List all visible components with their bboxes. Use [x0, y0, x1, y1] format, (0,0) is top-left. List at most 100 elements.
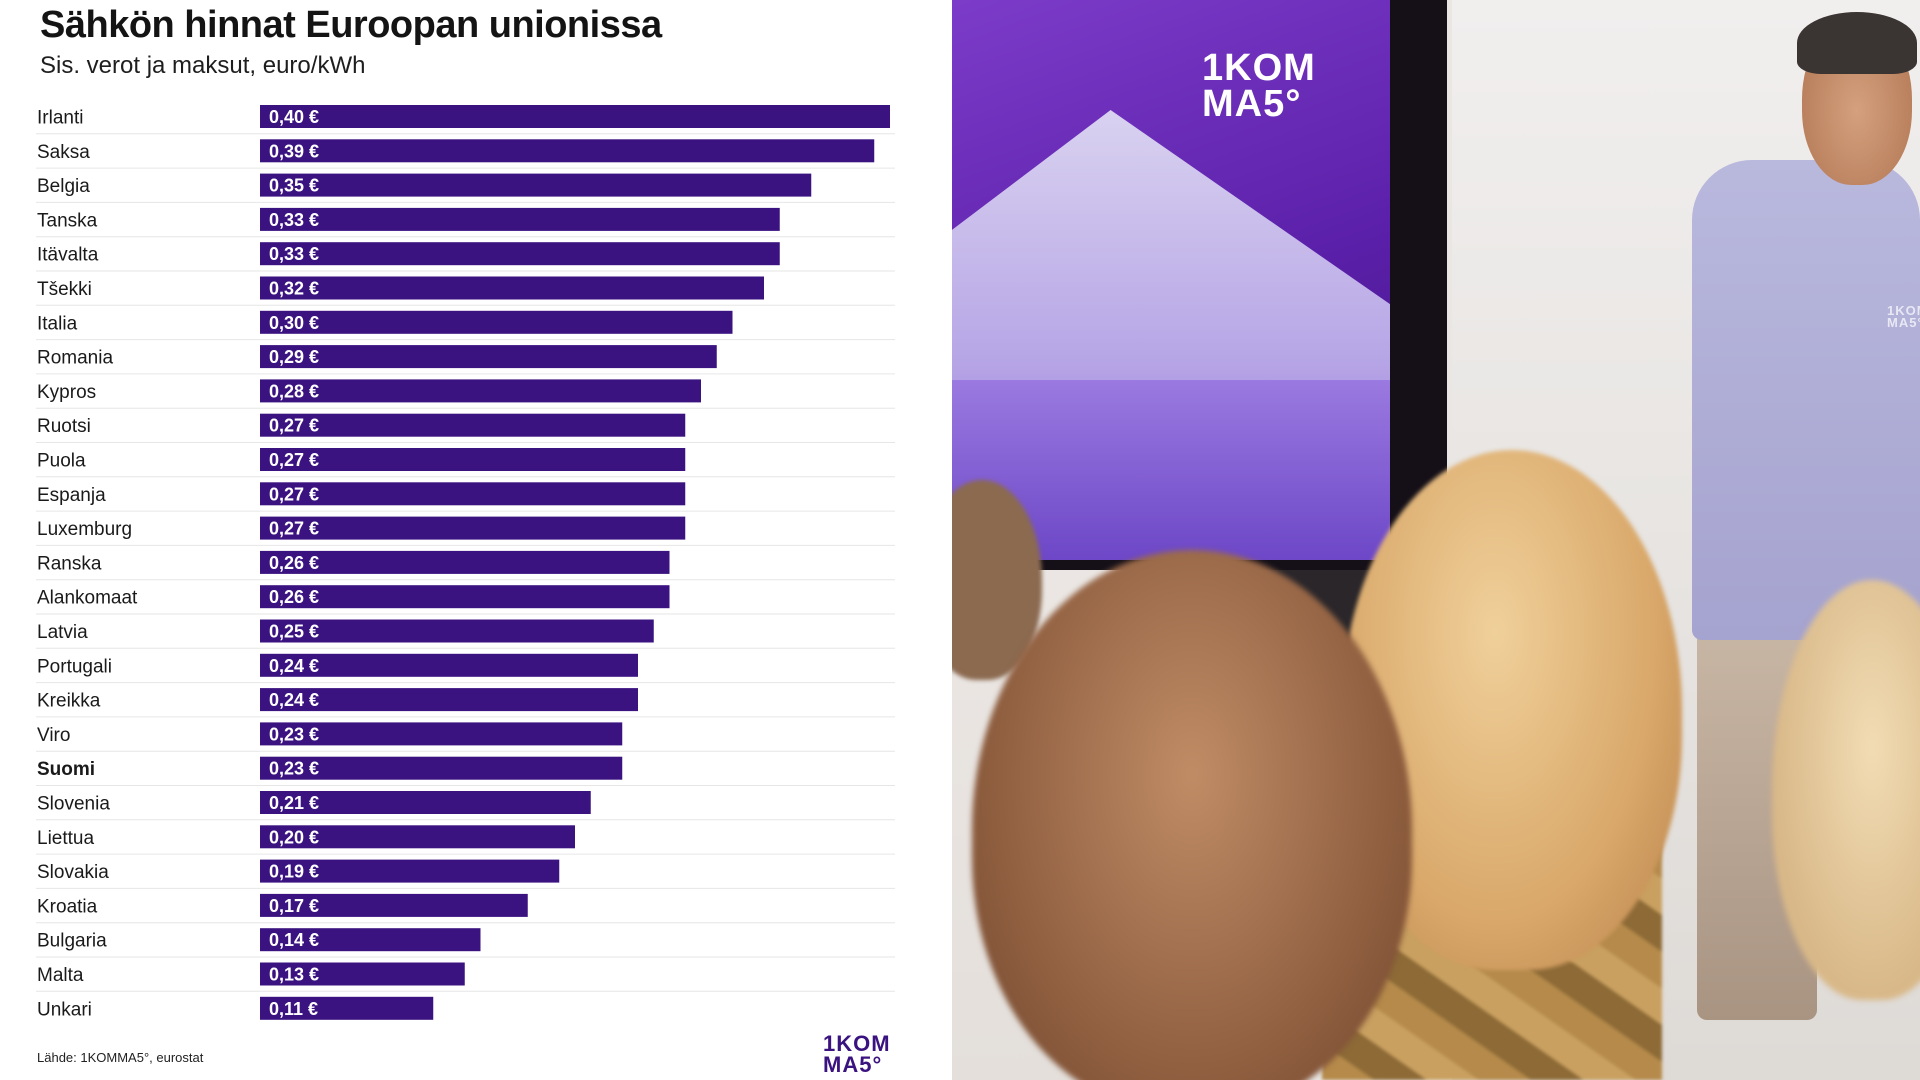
category-label: Romania	[37, 348, 113, 369]
bar	[260, 207, 780, 231]
bar	[260, 173, 812, 197]
bar	[260, 859, 560, 883]
bar	[260, 791, 591, 814]
category-label: Liettua	[37, 828, 94, 849]
bar-value-label: 0,27 €	[269, 450, 319, 470]
category-label: Irlanti	[37, 108, 83, 129]
category-label: Unkari	[37, 999, 92, 1020]
sweater-logo-line-2: MA5°	[1887, 315, 1920, 331]
bar-value-label: 0,21 €	[269, 793, 319, 813]
bar-value-label: 0,27 €	[269, 416, 319, 436]
bar	[260, 276, 764, 300]
chart-source-note: Lähde: 1KOMMA5°, eurostat	[37, 1050, 204, 1065]
screen-logo-line-2: MA5°	[1202, 83, 1302, 126]
brand-logo: 1KOM MA5°	[823, 1033, 891, 1077]
bar	[260, 585, 670, 609]
bar	[260, 139, 875, 163]
bar	[260, 310, 733, 334]
bar-value-label: 0,35 €	[269, 176, 319, 196]
category-label: Saksa	[37, 142, 90, 163]
bar	[260, 722, 623, 746]
category-label: Puola	[37, 451, 86, 472]
category-label: Tanska	[37, 210, 98, 231]
bar-value-label: 0,19 €	[269, 862, 319, 882]
category-label: Slovakia	[37, 862, 109, 883]
audience-head	[972, 550, 1412, 1080]
bar-value-label: 0,13 €	[269, 965, 319, 985]
category-label: Tšekki	[37, 279, 92, 300]
bar-value-label: 0,24 €	[269, 656, 319, 676]
category-label: Kypros	[37, 382, 96, 403]
bar	[260, 962, 465, 986]
presentation-photo: 1KOM MA5° 1KOM MA5°	[952, 0, 1920, 1080]
category-label: Ruotsi	[37, 416, 91, 437]
bar	[260, 482, 686, 506]
category-label: Belgia	[37, 176, 90, 197]
category-label: Luxemburg	[37, 519, 132, 540]
chart-subtitle: Sis. verot ja maksut, euro/kWh	[40, 52, 366, 79]
sweater-logo: 1KOM MA5°	[1887, 303, 1920, 331]
bar-value-label: 0,27 €	[269, 484, 319, 504]
category-label: Itävalta	[37, 245, 99, 266]
bar	[260, 688, 638, 712]
bar	[260, 448, 686, 471]
presenter-sweater	[1692, 160, 1920, 640]
bar	[260, 242, 780, 266]
category-label: Viro	[37, 725, 70, 746]
bar-value-label: 0,33 €	[269, 244, 319, 264]
bar-value-label: 0,29 €	[269, 347, 319, 367]
bar	[260, 825, 575, 849]
chart-panel: Sähkön hinnat Euroopan unionissa Sis. ve…	[0, 0, 952, 1080]
category-label: Alankomaat	[37, 588, 138, 609]
category-label: Espanja	[37, 485, 106, 506]
audience-head	[1772, 580, 1920, 1000]
tv-screen: 1KOM MA5°	[952, 0, 1390, 560]
bar	[260, 619, 654, 643]
category-label: Ranska	[37, 553, 102, 574]
bar-value-label: 0,24 €	[269, 690, 319, 710]
bar	[260, 756, 623, 780]
category-label: Portugali	[37, 656, 112, 677]
bar-value-label: 0,17 €	[269, 896, 319, 916]
bar-value-label: 0,20 €	[269, 827, 319, 847]
bar-value-label: 0,23 €	[269, 759, 319, 779]
bar-value-label: 0,32 €	[269, 279, 319, 299]
category-label: Italia	[37, 313, 78, 334]
bar-value-label: 0,33 €	[269, 210, 319, 230]
chart-title: Sähkön hinnat Euroopan unionissa	[40, 4, 662, 46]
bar	[260, 345, 717, 369]
bar-value-label: 0,27 €	[269, 519, 319, 539]
brand-logo-line-2: MA5°	[823, 1051, 883, 1077]
bar-value-label: 0,26 €	[269, 587, 319, 607]
category-label: Malta	[37, 965, 84, 986]
screen-logo: 1KOM MA5°	[1202, 47, 1316, 126]
bar	[260, 996, 434, 1020]
bar	[260, 653, 638, 677]
bar-value-label: 0,30 €	[269, 313, 319, 333]
sweater-logo-line-1: 1KOM	[1887, 303, 1920, 318]
bar	[260, 105, 890, 128]
category-label: Latvia	[37, 622, 88, 643]
tv-frame: 1KOM MA5°	[952, 0, 1447, 570]
bar-value-label: 0,25 €	[269, 622, 319, 642]
bar-value-label: 0,14 €	[269, 930, 319, 950]
bar-value-label: 0,26 €	[269, 553, 319, 573]
screen-logo-line-1: 1KOM	[1202, 47, 1316, 89]
presenter-hair	[1797, 12, 1917, 74]
bar-value-label: 0,28 €	[269, 381, 319, 401]
bar-chart: Irlanti 0,40 € Saksa 0,39 € Belgia 0,35 € Tans…	[36, 105, 895, 1020]
bar	[260, 413, 686, 437]
bar-value-label: 0,40 €	[269, 107, 319, 127]
bar-value-label: 0,23 €	[269, 724, 319, 744]
bar	[260, 516, 686, 540]
bar	[260, 550, 670, 574]
bar	[260, 379, 701, 403]
category-label: Suomi	[37, 759, 95, 780]
bar	[260, 928, 481, 952]
bar-value-label: 0,11 €	[269, 999, 318, 1019]
bar-value-label: 0,39 €	[269, 141, 319, 161]
category-label: Kreikka	[37, 691, 101, 712]
category-label: Slovenia	[37, 794, 110, 815]
category-label: Kroatia	[37, 896, 98, 917]
category-label: Bulgaria	[37, 931, 107, 952]
